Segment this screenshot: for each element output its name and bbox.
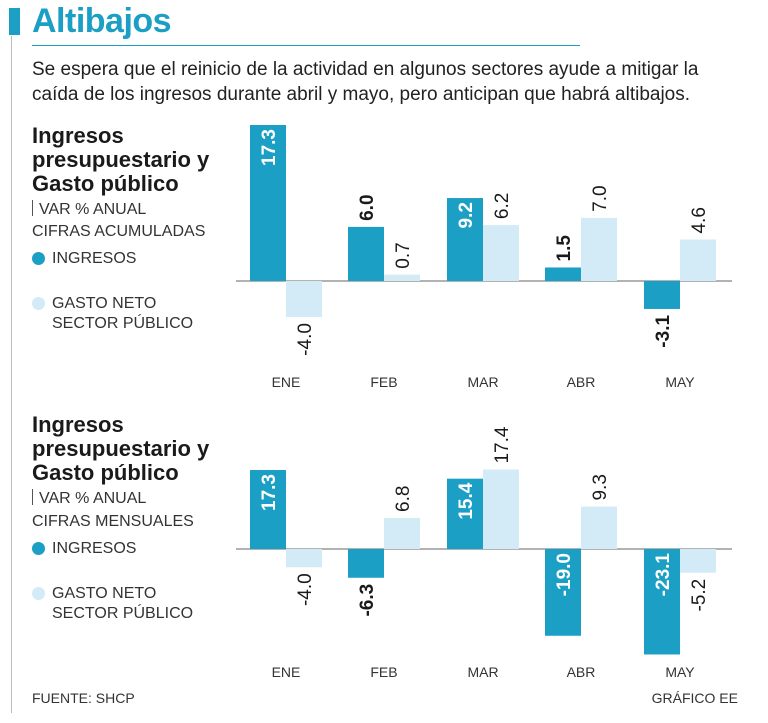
chart1-bar-gasto-feb [384, 274, 420, 281]
chart2-bar-gasto-feb [384, 517, 420, 549]
chart1-bar-ingresos-feb [348, 226, 384, 281]
chart1-bar-gasto-ene [286, 281, 322, 318]
chart1-month-label-abr: ABR [567, 374, 596, 390]
chart2-value-label-ingresos-may: -23.1 [653, 553, 674, 597]
legend-label-ingresos: INGRESOS [52, 250, 137, 267]
chart1-bar-ingresos-ene [250, 125, 286, 281]
chart2-value-label-ingresos-feb: -6.3 [357, 584, 378, 617]
legend-dot-gasto [32, 297, 45, 310]
chart1-subtitle: CIFRAS ACUMULADAS [32, 223, 206, 240]
chart2-unit-text: VAR % ANUAL [39, 490, 147, 507]
chart2-bar-ingresos-may [644, 549, 680, 655]
chart2-bar-gasto-abr [581, 506, 617, 549]
chart2-value-label-ingresos-mar: 15.4 [456, 482, 477, 519]
chart1-value-label-ingresos-mar: 9.2 [456, 202, 477, 228]
chart1-value-label-ingresos-abr: 1.5 [554, 235, 575, 262]
legend-label-gasto: GASTO NETO SECTOR PÚBLICO [52, 585, 194, 622]
chart2-month-label-may: MAY [665, 664, 695, 680]
chart1-bar-gasto-abr [581, 217, 617, 281]
chart2-month-label-abr: ABR [567, 664, 596, 680]
chart2-title: Ingresos presupuestario y Gasto público [32, 412, 210, 485]
unit-tick-mark [32, 200, 33, 216]
chart1-month-label-feb: FEB [370, 374, 397, 390]
chart2-value-label-ingresos-abr: -19.0 [554, 553, 575, 596]
chart1-bar-ingresos-may [644, 281, 680, 309]
chart1-value-label-gasto-may: 4.6 [689, 207, 710, 233]
chart1-value-label-ingresos-may: -3.1 [653, 315, 674, 348]
chart2-bar-ingresos-feb [348, 549, 384, 578]
unit-tick-mark [32, 489, 33, 505]
chart2-value-label-gasto-mar: 17.4 [492, 426, 513, 463]
title-rule [32, 45, 580, 46]
legend-dot-ingresos [32, 252, 45, 265]
chart2-bar-ingresos-abr [545, 549, 581, 636]
left-border [11, 36, 12, 713]
page-subtitle: Se espera que el reinicio de la activida… [32, 59, 699, 105]
chart1-value-label-gasto-mar: 6.2 [492, 193, 513, 219]
page-title: Altibajos [32, 2, 172, 40]
chart2-unit-label: VAR % ANUAL [32, 489, 146, 508]
chart2-subtitle: CIFRAS MENSUALES [32, 513, 194, 530]
legend-label-ingresos: INGRESOS [52, 540, 137, 557]
title-accent-bar [9, 8, 20, 35]
chart1-month-label-ene: ENE [272, 374, 301, 390]
chart2-month-label-mar: MAR [467, 664, 498, 680]
chart2-value-label-gasto-ene: -4.0 [295, 573, 316, 606]
chart2-bar-ingresos-mar [447, 478, 483, 549]
chart1-value-label-ingresos-ene: 17.3 [259, 129, 280, 166]
graphic-credit: GRÁFICO EE [651, 690, 738, 706]
chart1-unit-label: VAR % ANUAL [32, 200, 146, 219]
chart1-month-label-mar: MAR [467, 374, 498, 390]
chart1-title: Ingresos presupuestario y Gasto público [32, 123, 210, 196]
chart2-value-label-gasto-feb: 6.8 [393, 486, 414, 512]
chart2-value-label-gasto-abr: 9.3 [590, 474, 611, 500]
chart2-bar-gasto-may [680, 549, 716, 573]
legend-label-gasto: GASTO NETO SECTOR PÚBLICO [52, 295, 194, 332]
chart2-month-label-feb: FEB [370, 664, 397, 680]
chart1-value-label-gasto-ene: -4.0 [295, 323, 316, 356]
legend-dot-ingresos [32, 542, 45, 555]
chart2-bar-gasto-mar [483, 469, 519, 549]
legend-dot-gasto [32, 587, 45, 600]
chart1-bar-gasto-may [680, 239, 716, 281]
chart1-value-label-gasto-abr: 7.0 [590, 185, 611, 211]
chart2-value-label-gasto-may: -5.2 [689, 579, 710, 612]
chart1-value-label-ingresos-feb: 6.0 [357, 194, 378, 220]
chart1-value-label-gasto-feb: 0.7 [393, 242, 414, 268]
chart1-month-label-may: MAY [665, 374, 695, 390]
chart1-unit-text: VAR % ANUAL [39, 201, 147, 218]
chart1-bar-ingresos-abr [545, 267, 581, 281]
chart2-bar-ingresos-ene [250, 470, 286, 549]
chart1-bar-ingresos-mar [447, 198, 483, 281]
chart1-bar-gasto-mar [483, 225, 519, 281]
chart2-month-label-ene: ENE [272, 664, 301, 680]
chart2-value-label-ingresos-ene: 17.3 [259, 474, 280, 511]
source-note: FUENTE: SHCP [32, 690, 135, 706]
chart2-bar-gasto-ene [286, 549, 322, 568]
